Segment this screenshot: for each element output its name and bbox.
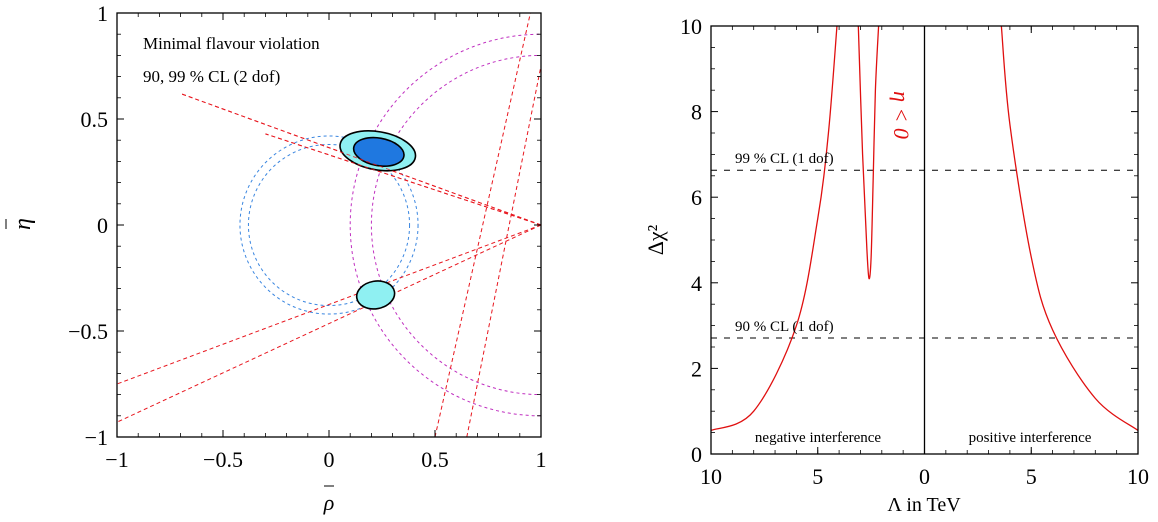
- right-y-tick-label: 10: [680, 14, 702, 39]
- constraint-line-overlay: [180, 93, 541, 226]
- left-x-axis-label: ρ: [323, 485, 335, 515]
- right-x-tick-label: 5: [812, 464, 823, 489]
- ref-label-90: 90 % CL (1 dof): [735, 319, 834, 335]
- right-y-tick-label: 0: [691, 442, 702, 467]
- constraint-circle: [239, 135, 419, 315]
- constraint-circle: [247, 143, 411, 307]
- right-x-tick-label: 5: [1026, 464, 1037, 489]
- right-y-tick-label: 2: [691, 356, 702, 381]
- left-ticks: −1 −0.5 0 0.5 1 −1 −0.5 0 0.5 1: [68, 1, 546, 472]
- left-y-tick-label: −1: [85, 425, 108, 450]
- rho-eta-panel: −1 −0.5 0 0.5 1 −1 −0.5 0 0.5 1 Minimal flavour v…: [5, 1, 547, 515]
- right-y-tick-label: 6: [691, 185, 702, 210]
- eta-negative-label: η < 0: [889, 91, 914, 139]
- chi2-curves: [711, 26, 1138, 432]
- positive-interference-label: positive interference: [969, 430, 1092, 446]
- constraint-line: [434, 13, 531, 437]
- left-y-tick-label: 0: [97, 213, 108, 238]
- negative-interference-label: negative interference: [755, 430, 882, 446]
- svg-text:Δχ²: Δχ²: [643, 224, 668, 255]
- confidence-regions: [180, 93, 541, 310]
- chi2-curve: [1000, 26, 1138, 431]
- left-annotation-cl: 90, 99 % CL (2 dof): [143, 67, 280, 86]
- constraint-line: [466, 65, 541, 437]
- right-x-tick-label: 10: [1127, 464, 1149, 489]
- right-x-tick-label: 10: [700, 464, 722, 489]
- left-y-axis-label: η: [5, 218, 36, 230]
- left-y-tick-label: 0.5: [81, 107, 109, 132]
- constraint-line: [117, 224, 541, 423]
- left-y-tick-label: 1: [97, 1, 108, 26]
- left-y-tick-label: −0.5: [68, 319, 108, 344]
- constraint-line-overlay: [265, 133, 541, 226]
- right-y-axis-label: Δχ²: [643, 224, 668, 255]
- chi2-curve: [711, 26, 838, 432]
- chi2-curve: [857, 26, 880, 280]
- left-x-tick-label: −1: [105, 447, 128, 472]
- left-x-tick-label: −0.5: [203, 447, 243, 472]
- ref-label-99: 99 % CL (1 dof): [735, 151, 834, 167]
- right-y-tick-label: 8: [691, 100, 702, 125]
- region-99cl: [355, 280, 396, 310]
- left-x-tick-label: 0.5: [421, 447, 449, 472]
- right-x-tick-label: 0: [919, 464, 930, 489]
- left-x-tick-label: 0: [324, 447, 335, 472]
- constraint-line: [117, 224, 541, 385]
- right-y-tick-label: 4: [691, 271, 702, 296]
- right-x-axis-label: Λ in TeV: [887, 494, 961, 516]
- left-annotation-title: Minimal flavour violation: [143, 34, 320, 53]
- svg-text:η: η: [10, 218, 36, 230]
- left-x-tick-label: 1: [536, 447, 547, 472]
- svg-text:ρ: ρ: [323, 490, 335, 515]
